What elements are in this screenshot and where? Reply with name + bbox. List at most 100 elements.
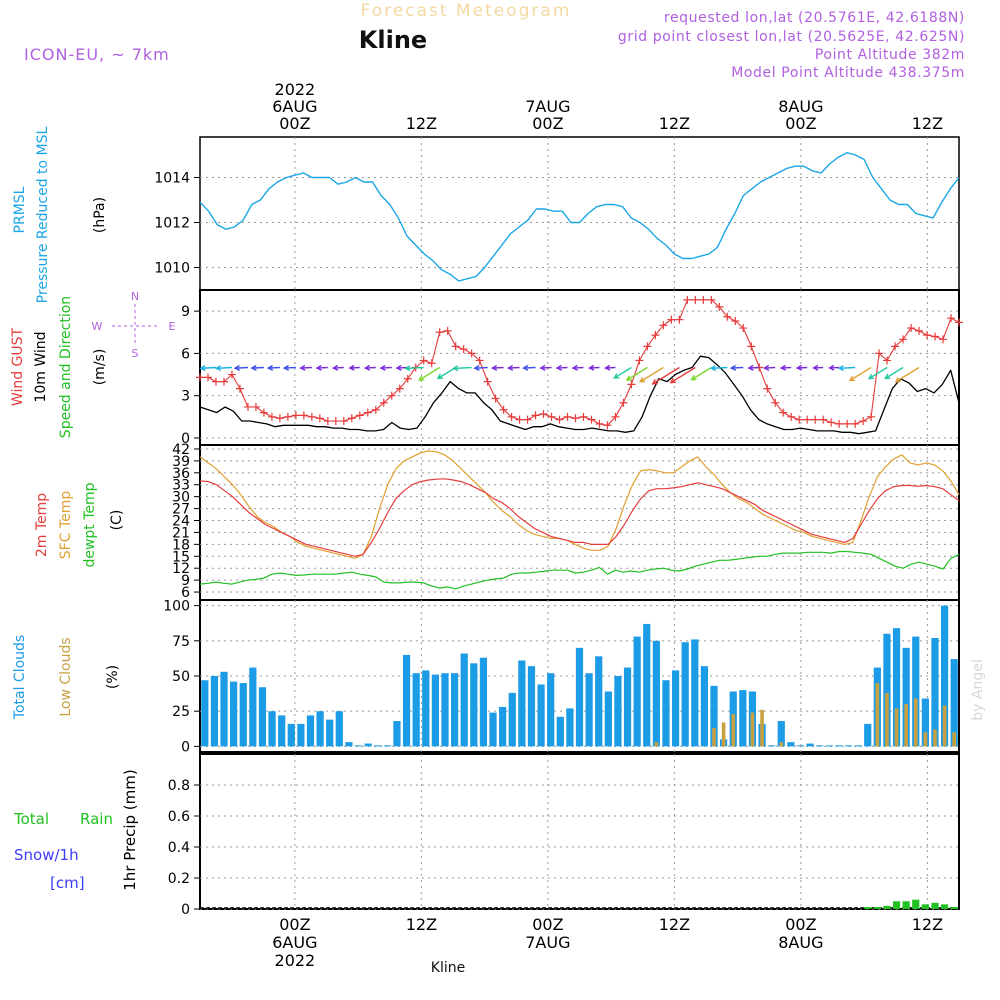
gust-marker [867, 412, 876, 421]
gust-marker [259, 408, 268, 417]
wind-arrow-head [199, 365, 206, 372]
gust-marker [483, 377, 492, 386]
y-tick-label: 18 [172, 537, 190, 553]
rain-bar [921, 904, 929, 909]
y-tick-label: 33 [172, 478, 190, 494]
total-cloud-bar [585, 673, 593, 747]
wind-label-speed-dir: Speed and Direction [58, 296, 74, 438]
wind-arrow [764, 366, 776, 369]
total-cloud-bar [230, 681, 238, 747]
gust-marker [763, 384, 772, 393]
wind-arrow [639, 366, 664, 383]
gust-marker [939, 335, 948, 344]
y-tick-label: 0 [181, 902, 190, 918]
low-cloud-bar [654, 742, 659, 747]
bottom-time-label: 00Z [532, 915, 563, 934]
total-cloud-bar [210, 676, 219, 747]
y-tick-label: 50 [172, 669, 190, 685]
precip-label-snow: Snow/1h [14, 846, 79, 864]
temp-label-dewpt: dewpt Temp [82, 482, 98, 567]
top-time-label: 12Z [406, 114, 437, 133]
rain-bar [940, 904, 949, 909]
total-cloud-bar [902, 647, 910, 747]
total-cloud-bar [787, 742, 795, 747]
total-cloud-bar [450, 673, 459, 747]
gust-marker [707, 295, 716, 304]
wind-arrow-head [539, 364, 546, 371]
wind-arrow-head [233, 364, 240, 371]
total-cloud-bar [921, 698, 929, 747]
gust-marker [635, 356, 644, 365]
bottom-time-label: 12Z [659, 915, 690, 934]
gust-marker [563, 412, 572, 421]
gust-marker [843, 419, 852, 428]
wind-arrow-head [363, 364, 371, 371]
gust-marker [627, 380, 636, 389]
gust-marker [619, 398, 628, 407]
total-cloud-bar [643, 623, 651, 747]
y-tick-label: 75 [172, 634, 190, 650]
total-cloud-bar [527, 666, 536, 747]
wind-arrow-head [379, 364, 386, 371]
gust-marker [379, 398, 388, 407]
clouds-ylabel: (%) [105, 665, 121, 689]
wind-arrow-head [638, 377, 646, 383]
y-tick-label: 12 [172, 561, 190, 577]
wind-arrow [523, 366, 536, 369]
wind-arrow-head [884, 373, 891, 380]
gust-marker [827, 418, 836, 427]
total-cloud-bar [864, 723, 872, 747]
gust-marker [347, 414, 356, 423]
wind-ylabel: (m/s) [92, 349, 108, 386]
gust-marker [579, 412, 588, 421]
wind-arrow [626, 366, 648, 381]
requested-coords: requested lon,lat (20.5761E, 42.6188N) [664, 10, 965, 26]
rain-bar [950, 907, 958, 909]
gust-marker [196, 373, 204, 382]
low-cloud-bar [721, 722, 726, 747]
total-cloud-bar [383, 745, 391, 747]
watermark: by Angel [970, 659, 986, 720]
wind-arrow-head [331, 364, 339, 371]
wind-arrow-head [250, 364, 257, 371]
low-cloud-bar [894, 708, 899, 747]
y-tick-label: 30 [172, 490, 190, 506]
clouds-label-total: Total Clouds [12, 635, 28, 720]
gust-marker [571, 414, 580, 423]
total-cloud-bar [691, 639, 699, 747]
gust-marker [699, 295, 708, 304]
gust-marker [523, 415, 532, 424]
total-cloud-bar [297, 723, 305, 747]
total-cloud-bar [575, 647, 584, 747]
total-cloud-bar [345, 742, 353, 747]
gust-marker [515, 415, 524, 424]
wind-arrow-head [490, 364, 498, 371]
top-time-label: 00Z [785, 114, 816, 133]
gust-marker [371, 405, 380, 414]
gust-marker [291, 411, 300, 420]
wind-arrow-head [604, 364, 611, 371]
y-tick-label: 15 [172, 549, 190, 565]
wind-arrow [884, 366, 904, 379]
gust-marker [419, 356, 428, 365]
wind-arrow [895, 366, 920, 383]
total-cloud-bar [258, 687, 267, 747]
wind-arrow [557, 366, 568, 369]
gust-marker [275, 414, 284, 423]
wind-arrow [380, 366, 392, 369]
y-tick-label: 0 [181, 739, 190, 755]
y-tick-label: 42 [172, 442, 190, 458]
total-cloud-bar [623, 667, 632, 747]
precip-label-cm: [cm] [50, 874, 85, 892]
gust-marker [267, 412, 276, 421]
grid-point-coords: grid point closest lon,lat (20.5625E, 42… [618, 29, 965, 45]
gust-marker [651, 331, 660, 340]
wind-arrow-head [795, 364, 803, 371]
gust-marker [731, 317, 740, 325]
bottom-time-label: 6AUG [272, 933, 317, 952]
low-cloud-bar [913, 698, 918, 747]
gust-marker [659, 321, 668, 330]
wind-arrow [868, 366, 888, 380]
wind-arrow [492, 366, 504, 369]
wind-arrow-head [812, 364, 819, 371]
